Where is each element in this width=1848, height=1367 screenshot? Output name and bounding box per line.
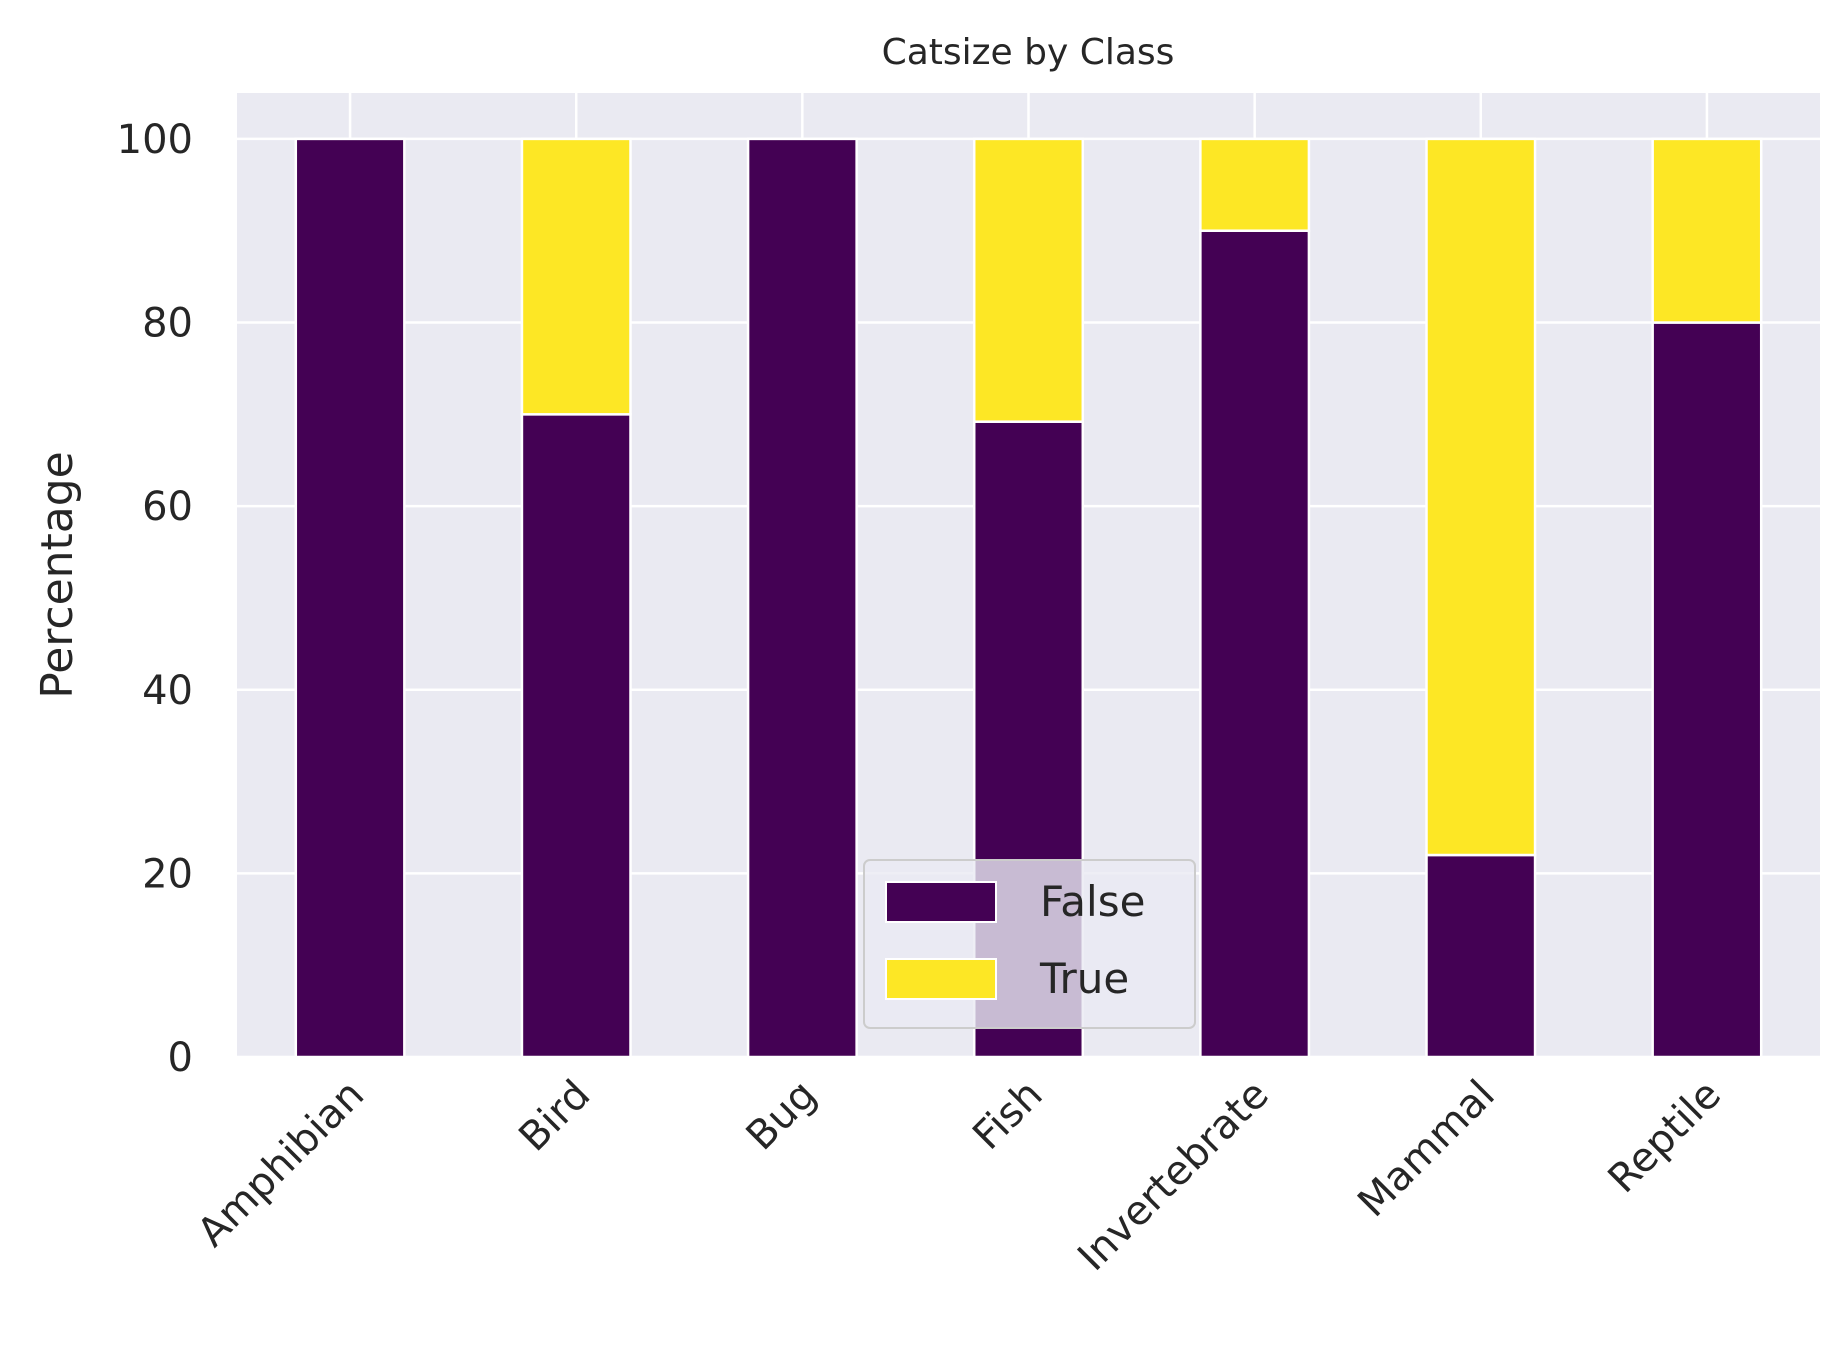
bar-mammal-true	[1425, 137, 1537, 857]
legend-label-false: False	[1040, 877, 1145, 926]
bar-amphibian-false	[294, 137, 406, 1059]
bar-bird-true	[520, 137, 632, 416]
y-tick-label: 80	[142, 301, 193, 347]
bar-fish-true	[972, 137, 1085, 423]
legend-swatch-false	[885, 881, 997, 923]
bars	[294, 137, 1763, 1059]
x-tick-label: Bug	[738, 1072, 826, 1160]
chart-title: Catsize by Class	[882, 32, 1175, 73]
x-tick-label: Reptile	[1600, 1072, 1730, 1202]
y-ticks: 0 20 40 60 80 100	[117, 117, 193, 1081]
legend: False True	[863, 859, 1196, 1029]
y-tick-label: 60	[142, 484, 193, 530]
bar-reptile-false	[1651, 321, 1763, 1059]
x-tick-label: Fish	[964, 1072, 1051, 1159]
y-tick-label: 0	[168, 1035, 193, 1081]
bar-reptile-true	[1651, 137, 1763, 324]
x-tick-label: Bird	[510, 1072, 599, 1161]
x-tick-label: Invertebrate	[1069, 1072, 1277, 1280]
x-ticks: Amphibian Bird Bug Fish Invertebrate Mammal Re…	[189, 1072, 1730, 1280]
y-tick-label: 40	[142, 668, 193, 714]
x-tick-label: Mammal	[1349, 1072, 1504, 1227]
bar-bird-false	[520, 413, 632, 1059]
y-axis-label: Percentage	[32, 451, 83, 699]
bar-mammal-false	[1425, 853, 1537, 1059]
bar-invertebrate-true	[1199, 137, 1311, 232]
legend-swatch-true	[885, 958, 997, 1000]
x-tick-label: Amphibian	[189, 1072, 373, 1256]
y-tick-label: 20	[142, 851, 193, 897]
y-tick-label: 100	[117, 117, 193, 163]
legend-label-true: True	[1039, 954, 1129, 1003]
bar-bug-false	[746, 137, 858, 1059]
bar-invertebrate-false	[1199, 229, 1311, 1059]
